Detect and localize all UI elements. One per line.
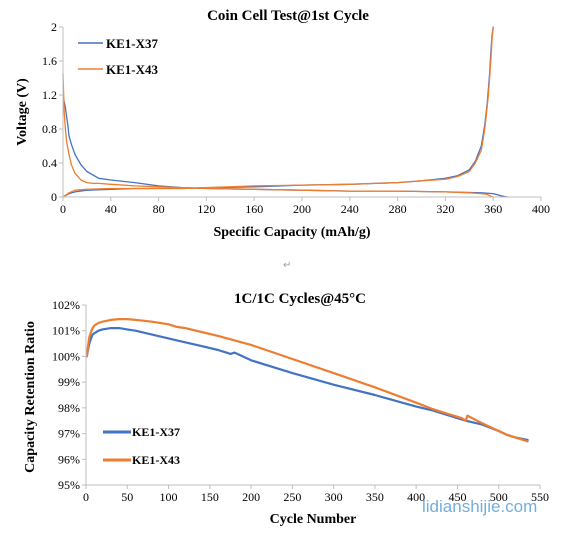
chart1-plot-area (62, 26, 509, 198)
chart2-title: 1C/1C Cycles@45°C (234, 291, 366, 307)
chart2-y-tick-label: 101% (52, 324, 80, 338)
chart2-y-tick-label: 98% (58, 401, 80, 415)
chart2-x-tick-label: 350 (366, 490, 384, 504)
chart1-legend: KE1-X37 KE1-X43 (78, 36, 159, 77)
chart1-series-ke1-x37-charge-line (62, 26, 494, 198)
chart1-series-ke1-x37-discharge-line (62, 94, 509, 198)
chart2-axes: 0 50 100 150 200 250 300 350 400 450 500 550 95% 96% 9… (52, 298, 549, 504)
chart2-y-tick-label: 99% (58, 375, 80, 389)
chart1-y-tick-label: 0.8 (42, 122, 57, 136)
chart2-x-axis-label: Cycle Number (270, 512, 357, 527)
chart1-series-ke1-x43-discharge-line (62, 73, 494, 198)
paragraph-mark: ↵ (283, 260, 291, 271)
chart1-x-tick-label: 80 (153, 202, 165, 216)
chart1-y-tick-label: 2 (51, 20, 57, 34)
chart1-x-tick-label: 280 (389, 202, 407, 216)
chart1-title: Coin Cell Test@1st Cycle (207, 8, 369, 24)
chart1-x-tick-label: 40 (105, 202, 117, 216)
chart1-x-tick-label: 400 (532, 202, 550, 216)
chart2-x-tick-label: 300 (325, 490, 343, 504)
chart1-x-tick-label: 120 (197, 202, 215, 216)
chart1-x-tick-label: 200 (293, 202, 311, 216)
chart2-x-tick-label: 50 (121, 490, 133, 504)
chart2-y-tick-label: 100% (52, 349, 80, 363)
chart1-y-axis-label: Voltage (V) (15, 78, 30, 146)
chart2-y-tick-label: 96% (58, 452, 80, 466)
chart2-x-tick-label: 500 (490, 490, 508, 504)
chart2-plot-area (85, 318, 529, 443)
chart2-legend: KE1-X37 KE1-X43 (103, 425, 180, 467)
chart2-x-tick-label: 200 (242, 490, 260, 504)
chart2-y-tick-label: 95% (58, 478, 80, 492)
chart1-x-tick-label: 360 (484, 202, 502, 216)
chart1-x-tick-label: 160 (245, 202, 263, 216)
chart1-legend-label-ke1-x37: KE1-X37 (106, 36, 159, 51)
chart2-x-tick-label: 100 (160, 490, 178, 504)
chart1-y-tick-label: 1.2 (42, 88, 57, 102)
chart2-y-tick-label: 102% (52, 298, 80, 312)
voltage-chart: Coin Cell Test@1st Cycle 0 40 80 120 160 200 2… (15, 8, 550, 240)
chart2-y-tick-label: 97% (58, 427, 80, 441)
chart1-series-ke1-x43-charge-line (62, 26, 494, 198)
chart1-axes: 0 40 80 120 160 200 240 280 320 360 400 0 0.4 0.8 1.2 1… (42, 20, 550, 216)
chart1-x-tick-label: 0 (60, 202, 66, 216)
chart2-x-tick-label: 450 (448, 490, 466, 504)
chart1-legend-label-ke1-x43: KE1-X43 (106, 62, 159, 77)
chart1-x-axis-label: Specific Capacity (mAh/g) (213, 225, 370, 240)
chart2-y-axis-label: Capacity Retention Ratio (23, 321, 38, 473)
chart1-x-tick-label: 240 (341, 202, 359, 216)
chart1-y-tick-label: 0.4 (42, 156, 57, 170)
chart1-y-tick-label: 0 (51, 190, 57, 204)
chart2-legend-label-ke1-x43: KE1-X43 (132, 453, 180, 467)
chart2-x-tick-label: 0 (83, 490, 89, 504)
chart1-y-tick-label: 1.6 (42, 54, 57, 68)
watermark: lidianshijie.com (422, 497, 537, 516)
chart2-series-ke1-x43-line-line (85, 318, 529, 443)
chart2-x-tick-label: 150 (201, 490, 219, 504)
chart2-series-ke1-x37-line-line (85, 327, 529, 442)
chart1-x-tick-label: 320 (436, 202, 454, 216)
retention-chart: 1C/1C Cycles@45°C 0 50 100 150 200 250 300 350 4… (23, 291, 549, 527)
chart2-x-tick-label: 250 (283, 490, 301, 504)
chart2-x-tick-label: 550 (531, 490, 549, 504)
chart2-x-tick-label: 400 (407, 490, 425, 504)
chart2-legend-label-ke1-x37: KE1-X37 (132, 425, 180, 439)
